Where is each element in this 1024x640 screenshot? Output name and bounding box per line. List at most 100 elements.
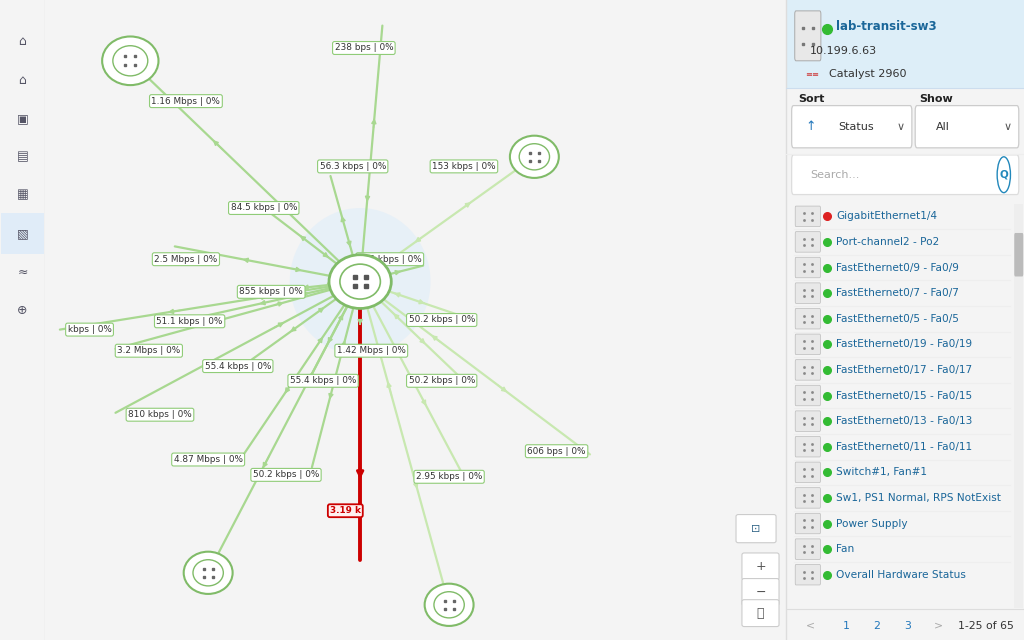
Text: 810 kbps | 0%: 810 kbps | 0% <box>128 410 191 419</box>
Text: Status: Status <box>839 122 874 132</box>
Text: ⤢: ⤢ <box>757 607 764 620</box>
Text: 2: 2 <box>873 621 881 631</box>
Text: ≡≡: ≡≡ <box>806 70 819 79</box>
Text: FastEthernet0/19 - Fa0/19: FastEthernet0/19 - Fa0/19 <box>837 339 973 349</box>
Text: 3: 3 <box>904 621 911 631</box>
FancyBboxPatch shape <box>796 334 820 355</box>
Text: ⊡: ⊡ <box>752 524 761 534</box>
Text: Switch#1, Fan#1: Switch#1, Fan#1 <box>837 467 928 477</box>
Circle shape <box>425 584 473 626</box>
Text: FastEthernet0/13 - Fa0/13: FastEthernet0/13 - Fa0/13 <box>837 416 973 426</box>
Text: FastEthernet0/15 - Fa0/15: FastEthernet0/15 - Fa0/15 <box>837 390 973 401</box>
FancyBboxPatch shape <box>796 411 820 431</box>
Text: 50.2 kbps | 0%: 50.2 kbps | 0% <box>253 470 319 479</box>
Text: Port-channel2 - Po2: Port-channel2 - Po2 <box>837 237 940 247</box>
FancyBboxPatch shape <box>736 515 776 543</box>
Text: ∨: ∨ <box>896 122 904 132</box>
Text: Show: Show <box>920 94 953 104</box>
Text: 50.2 kbps | 0%: 50.2 kbps | 0% <box>409 316 475 324</box>
Circle shape <box>510 136 559 178</box>
FancyBboxPatch shape <box>796 232 820 252</box>
Text: All: All <box>936 122 950 132</box>
FancyBboxPatch shape <box>796 436 820 457</box>
Text: ↑: ↑ <box>805 120 815 133</box>
FancyBboxPatch shape <box>796 283 820 303</box>
Text: ▦: ▦ <box>16 189 29 202</box>
Text: 3.2 Mbps | 0%: 3.2 Mbps | 0% <box>117 346 180 355</box>
Text: 55.4 kbps | 0%: 55.4 kbps | 0% <box>290 376 356 385</box>
Text: Sw1, PS1 Normal, RPS NotExist: Sw1, PS1 Normal, RPS NotExist <box>837 493 1001 503</box>
Text: kbps | 0%: kbps | 0% <box>68 325 112 334</box>
Text: Fan: Fan <box>837 544 855 554</box>
FancyBboxPatch shape <box>742 553 779 580</box>
FancyBboxPatch shape <box>786 0 1024 88</box>
Text: FastEthernet0/11 - Fa0/11: FastEthernet0/11 - Fa0/11 <box>837 442 973 452</box>
Text: 10.199.6.63: 10.199.6.63 <box>810 45 878 56</box>
Text: 50.2 kbps | 0%: 50.2 kbps | 0% <box>409 376 475 385</box>
FancyBboxPatch shape <box>796 360 820 380</box>
Text: 55.4 kbps | 0%: 55.4 kbps | 0% <box>205 362 271 371</box>
Text: lab-transit-sw3: lab-transit-sw3 <box>837 20 937 33</box>
Ellipse shape <box>290 208 430 355</box>
Text: ▣: ▣ <box>16 112 29 125</box>
Text: 1.16 Mbps | 0%: 1.16 Mbps | 0% <box>152 97 220 106</box>
Text: <: < <box>806 621 815 631</box>
FancyBboxPatch shape <box>796 564 820 585</box>
Text: ⌂: ⌂ <box>18 35 27 48</box>
Text: ≈: ≈ <box>17 266 28 278</box>
Text: Power Supply: Power Supply <box>837 518 908 529</box>
Text: >: > <box>934 621 943 631</box>
Text: FastEthernet0/5 - Fa0/5: FastEthernet0/5 - Fa0/5 <box>837 314 959 324</box>
Text: 238 bps | 0%: 238 bps | 0% <box>335 44 393 52</box>
Text: 1: 1 <box>843 621 849 631</box>
Text: 3.19 k: 3.19 k <box>330 506 360 515</box>
FancyBboxPatch shape <box>1014 233 1023 276</box>
Text: 1-25 of 65: 1-25 of 65 <box>958 621 1014 631</box>
Circle shape <box>193 560 223 586</box>
FancyBboxPatch shape <box>742 579 779 605</box>
Text: Catalyst 2960: Catalyst 2960 <box>829 69 906 79</box>
FancyBboxPatch shape <box>796 539 820 559</box>
Text: Overall Hardware Status: Overall Hardware Status <box>837 570 967 580</box>
Circle shape <box>434 592 464 618</box>
Text: 56.3 kbps | 0%: 56.3 kbps | 0% <box>319 162 386 171</box>
Text: GigabitEthernet1/4: GigabitEthernet1/4 <box>837 211 937 221</box>
Text: 153 kbps | 0%: 153 kbps | 0% <box>432 162 496 171</box>
FancyBboxPatch shape <box>796 206 820 227</box>
Circle shape <box>340 264 380 299</box>
Text: 51.1 kbps | 0%: 51.1 kbps | 0% <box>157 317 223 326</box>
Text: ▤: ▤ <box>16 150 29 163</box>
FancyBboxPatch shape <box>796 308 820 329</box>
Text: ∨: ∨ <box>1004 122 1012 132</box>
Circle shape <box>997 157 1011 193</box>
Text: FastEthernet0/7 - Fa0/7: FastEthernet0/7 - Fa0/7 <box>837 288 959 298</box>
Text: 2.5 Mbps | 0%: 2.5 Mbps | 0% <box>155 255 217 264</box>
Circle shape <box>329 255 391 308</box>
Text: 606 bps | 0%: 606 bps | 0% <box>527 447 586 456</box>
FancyBboxPatch shape <box>792 106 911 148</box>
FancyBboxPatch shape <box>792 155 1019 195</box>
FancyBboxPatch shape <box>742 600 779 627</box>
Text: Q: Q <box>999 170 1009 180</box>
Text: 2.95 kbps | 0%: 2.95 kbps | 0% <box>416 472 482 481</box>
FancyBboxPatch shape <box>796 462 820 483</box>
Text: 228 kbps | 0%: 228 kbps | 0% <box>358 255 422 264</box>
Text: +: + <box>755 560 766 573</box>
FancyBboxPatch shape <box>1 213 44 254</box>
FancyBboxPatch shape <box>1015 204 1023 608</box>
FancyBboxPatch shape <box>915 106 1019 148</box>
Text: ▧: ▧ <box>16 227 29 240</box>
FancyBboxPatch shape <box>796 257 820 278</box>
Circle shape <box>113 45 147 76</box>
Text: FastEthernet0/9 - Fa0/9: FastEthernet0/9 - Fa0/9 <box>837 262 959 273</box>
FancyBboxPatch shape <box>796 385 820 406</box>
Text: −: − <box>756 586 766 598</box>
Circle shape <box>519 144 550 170</box>
Text: ⌂: ⌂ <box>18 74 27 86</box>
Circle shape <box>102 36 159 85</box>
Text: 4.87 Mbps | 0%: 4.87 Mbps | 0% <box>174 455 243 464</box>
Text: ⊕: ⊕ <box>17 304 28 317</box>
Text: 855 kbps | 0%: 855 kbps | 0% <box>240 287 303 296</box>
Text: Search...: Search... <box>810 170 859 180</box>
FancyBboxPatch shape <box>796 513 820 534</box>
